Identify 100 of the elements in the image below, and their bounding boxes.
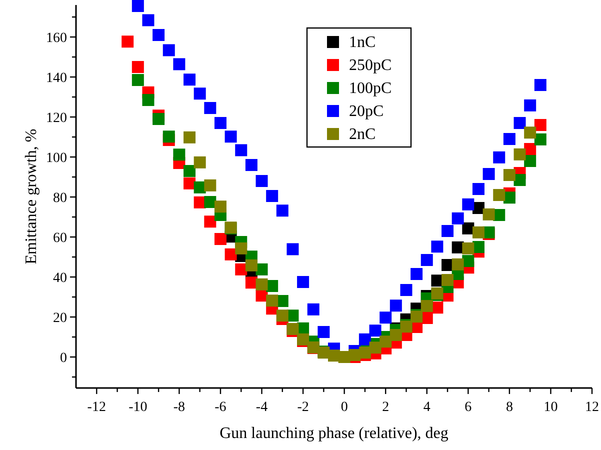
legend-label: 250pC: [349, 57, 392, 74]
y-axis-title: Emittance growth, %: [23, 128, 40, 264]
point: [524, 126, 536, 139]
point: [380, 312, 392, 324]
legend-label: 2nC: [349, 126, 376, 143]
y-tick-label: 100: [46, 151, 67, 166]
legend-label: 100pC: [349, 80, 392, 97]
point: [420, 300, 433, 312]
point: [256, 278, 268, 290]
point: [204, 179, 216, 192]
point: [442, 225, 454, 237]
point: [503, 133, 516, 145]
point: [442, 274, 454, 286]
x-tick-label: 12: [585, 400, 599, 415]
x-tick-label: -10: [128, 400, 148, 415]
y-tick-label: 80: [53, 191, 67, 206]
point: [152, 113, 165, 125]
point: [184, 177, 196, 190]
point: [276, 310, 288, 322]
point: [204, 216, 216, 228]
point: [214, 233, 226, 245]
point: [266, 294, 278, 307]
point: [224, 248, 237, 260]
point: [534, 133, 546, 146]
point: [256, 263, 268, 276]
x-axis-title: Gun launching phase (relative), deg: [220, 425, 448, 442]
point: [400, 284, 412, 296]
point: [318, 326, 330, 338]
point: [132, 74, 144, 86]
point: [184, 131, 196, 144]
point: [380, 336, 392, 348]
legend-label: 1nC: [349, 34, 376, 51]
point: [493, 151, 506, 164]
point: [462, 198, 474, 210]
point: [132, 0, 144, 12]
point: [162, 130, 175, 143]
point: [297, 276, 310, 288]
point: [503, 169, 516, 181]
point: [235, 144, 248, 156]
point: [122, 36, 134, 48]
x-tick-label: 0: [340, 400, 348, 415]
point: [276, 204, 288, 217]
x-tick-label: -8: [173, 400, 186, 415]
point: [173, 148, 186, 161]
point: [462, 242, 474, 254]
point: [194, 88, 206, 100]
point: [204, 102, 216, 114]
point: [358, 333, 371, 346]
y-tick-label: 40: [53, 271, 67, 286]
point: [286, 243, 299, 256]
point: [420, 254, 433, 266]
x-tick-label: 8: [506, 400, 513, 415]
y-tick-label: 60: [53, 231, 67, 246]
y-tick-label: 0: [60, 351, 67, 366]
point: [390, 300, 402, 312]
y-tick-label: 140: [46, 71, 67, 86]
point: [503, 192, 516, 204]
point: [162, 44, 175, 56]
point: [482, 168, 495, 180]
y-tick-label: 20: [53, 311, 67, 326]
point: [534, 119, 546, 131]
point: [256, 175, 268, 187]
x-tick-label: 2: [382, 400, 390, 415]
point: [369, 324, 382, 337]
point: [142, 94, 154, 106]
point: [245, 259, 258, 272]
point: [514, 148, 526, 160]
point: [514, 117, 526, 129]
point: [482, 208, 495, 220]
point: [524, 99, 536, 112]
y-tick-label: 160: [46, 31, 67, 46]
point: [173, 58, 186, 70]
x-tick-label: -6: [214, 400, 226, 415]
point: [472, 183, 484, 195]
point: [224, 130, 237, 143]
point: [184, 74, 196, 86]
point: [431, 240, 444, 253]
point: [452, 212, 464, 224]
point: [152, 29, 165, 41]
point: [534, 79, 546, 91]
x-tick-label: 6: [464, 400, 472, 415]
point: [142, 14, 154, 26]
point: [235, 263, 248, 276]
point: [214, 200, 226, 213]
point: [524, 155, 536, 167]
point: [266, 190, 278, 202]
x-tick-label: 4: [423, 400, 430, 415]
point: [307, 303, 320, 316]
x-tick-label: -12: [87, 400, 106, 415]
point: [452, 258, 464, 270]
point: [204, 196, 216, 208]
point: [369, 342, 382, 354]
point: [214, 117, 226, 129]
x-tick-label: -2: [297, 400, 309, 415]
point: [194, 156, 206, 168]
x-tick-label: -4: [256, 400, 268, 415]
point: [245, 159, 258, 171]
point: [184, 165, 196, 177]
y-tick-label: 120: [46, 111, 67, 126]
point: [493, 189, 506, 201]
